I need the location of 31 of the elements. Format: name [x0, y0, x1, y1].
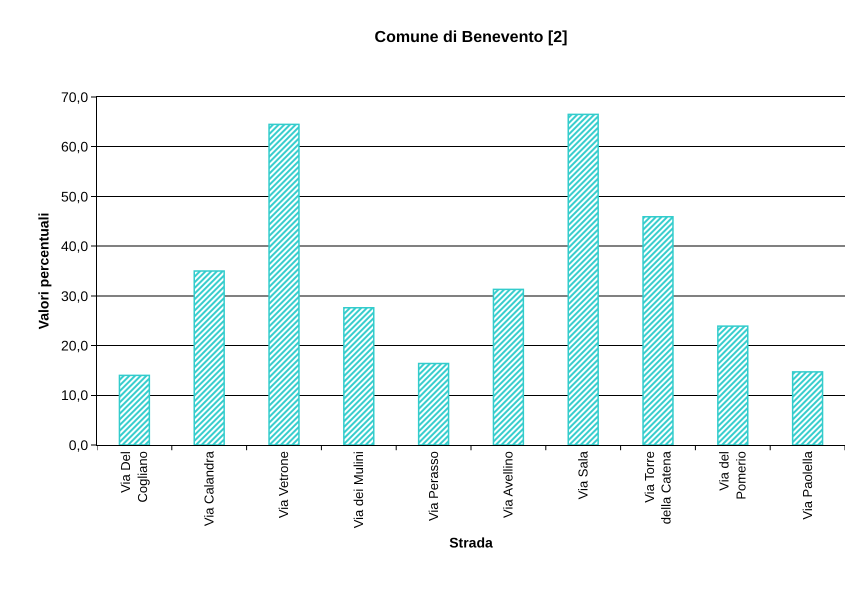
bar	[193, 270, 225, 445]
x-axis-title: Strada	[449, 534, 493, 551]
x-tick-label: Via Avellino	[500, 451, 516, 518]
bar	[792, 371, 824, 445]
bar	[118, 374, 150, 445]
x-tick-label: Via Torre della Catena	[642, 450, 674, 524]
y-tick-label: 30,0	[60, 288, 88, 304]
x-tick-label: Via Calandra	[201, 450, 216, 526]
bar	[268, 124, 300, 445]
y-tick-label: 60,0	[60, 138, 88, 155]
chart-title: Comune di Benevento [2]	[374, 28, 568, 46]
y-tick-label: 20,0	[60, 337, 88, 354]
bar	[642, 216, 674, 445]
bar	[717, 325, 749, 445]
x-tick-label: Via dei Mulini	[351, 451, 366, 528]
bar	[418, 362, 450, 445]
x-tick-label: Via Paolella	[800, 450, 815, 520]
y-tick-label: 70,0	[60, 88, 88, 105]
y-tick-label: 0,0	[68, 436, 88, 453]
y-tick-label: 10,0	[60, 387, 88, 404]
bar	[492, 288, 524, 445]
y-tick-label: 50,0	[60, 188, 88, 204]
bar	[343, 307, 375, 445]
x-tick-label: Via del Pomerio	[716, 451, 748, 500]
x-tick-label: Via Sala	[575, 450, 590, 500]
x-tick-label: Via Del Cogliano	[118, 451, 150, 503]
y-tick-label: 40,0	[60, 238, 88, 254]
y-axis-title: Valori percentuali	[36, 212, 52, 330]
bar	[567, 114, 599, 445]
x-tick-label: Via Vetrone	[276, 451, 292, 518]
x-tick-label: Via Perasso	[426, 451, 441, 522]
